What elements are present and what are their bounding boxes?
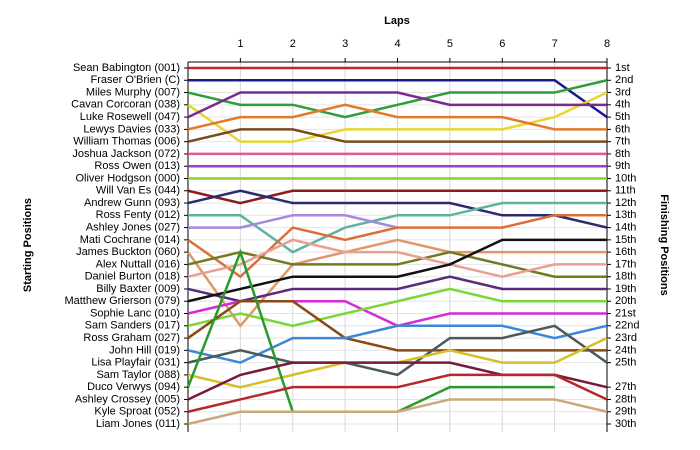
y-tick-label: Ross Fenty (012) (96, 209, 180, 221)
y-tick-label: Ashley Jones (027) (86, 221, 180, 233)
y2-tick-label: 27th (615, 381, 636, 393)
y-tick-label: Fraser O'Brien (C) (91, 74, 181, 86)
y2-tick-label: 24th (615, 344, 636, 356)
y-tick-label: Will Van Es (044) (96, 185, 180, 197)
y-tick-label: Alex Nuttall (016) (96, 258, 180, 270)
x-tick-label: 1 (237, 38, 243, 50)
y2-tick-label: 18th (615, 271, 636, 283)
series-line (187, 238, 607, 303)
series-line (187, 238, 607, 278)
y2-tick-label: 22nd (615, 320, 639, 332)
y2-tick-label: 20th (615, 295, 636, 307)
y2-tick-label: 3rd (615, 86, 631, 98)
y-tick-label: James Buckton (060) (76, 246, 180, 258)
x-tick-label: 6 (499, 38, 505, 50)
x-tick-label: 4 (394, 38, 400, 50)
series-line (187, 128, 607, 143)
y2-tick-label: 12th (615, 197, 636, 209)
y-tick-label: Luke Rosewell (047) (80, 111, 180, 123)
y-tick-label: Oliver Hodgson (000) (75, 172, 180, 184)
y2-tick-label: 15th (615, 234, 636, 246)
y2-tick-label: 19th (615, 283, 636, 295)
y2-tick-label: 16th (615, 246, 636, 258)
y2-tick-label: 4th (615, 99, 630, 111)
series-line (187, 189, 608, 229)
y-tick-label: Sean Babington (001) (73, 62, 180, 74)
y2-tick-label: 28th (615, 393, 636, 405)
y2-axis-title: Finishing Positions (658, 194, 670, 295)
series-line (187, 189, 607, 205)
y-tick-label: Ross Owen (013) (94, 160, 180, 172)
y2-tick-label: 8th (615, 148, 630, 160)
y-tick-label: Lewys Davies (033) (83, 123, 180, 135)
y-tick-label: Sam Taylor (088) (96, 369, 180, 381)
y-tick-label: Daniel Burton (018) (85, 271, 180, 283)
y-tick-label: Liam Jones (011) (96, 418, 180, 430)
y2-tick-label: 13th (615, 209, 636, 221)
y-tick-label: Mati Cochrane (014) (80, 234, 180, 246)
y-tick-label: Miles Murphy (007) (86, 86, 180, 98)
y-tick-label: Billy Baxter (009) (96, 283, 180, 295)
x-axis-title: Laps (384, 15, 410, 27)
series-line (187, 103, 607, 131)
x-tick-label: 8 (604, 38, 610, 50)
y2-tick-label: 11th (615, 185, 636, 197)
y2-tick-label: 10th (615, 172, 636, 184)
y2-tick-label: 29th (615, 406, 636, 418)
series-line (187, 324, 608, 377)
series-line (187, 275, 607, 303)
series-line (188, 214, 398, 229)
x-tick-label: 3 (342, 38, 348, 50)
y-tick-label: John Hill (019) (109, 344, 180, 356)
series-line (187, 299, 607, 352)
y-tick-label: Andrew Gunn (093) (84, 197, 180, 209)
x-tick-label: 7 (552, 38, 558, 50)
y2-tick-label: 1st (615, 62, 630, 74)
y2-tick-label: 9th (615, 160, 630, 172)
x-tick-label: 2 (290, 38, 296, 50)
series-line (187, 214, 607, 279)
y2-tick-label: 23rd (615, 332, 637, 344)
y-axis-title: Starting Positions (22, 198, 34, 292)
y-tick-label: William Thomas (006) (73, 136, 180, 148)
y2-tick-label: 7th (615, 136, 630, 148)
series-line (187, 79, 608, 119)
y2-tick-label: 6th (615, 123, 630, 135)
series-line (187, 373, 608, 413)
y-tick-label: Ashley Crossey (005) (75, 393, 180, 405)
series-line (187, 91, 608, 143)
y-tick-label: Joshua Jackson (072) (72, 148, 180, 160)
y-tick-label: Duco Verwys (094) (87, 381, 180, 393)
series-line (187, 287, 607, 328)
y-tick-label: Matthew Grierson (079) (64, 295, 180, 307)
y2-tick-label: 2nd (615, 74, 633, 86)
y-tick-label: Cavan Corcoran (038) (71, 99, 180, 111)
x-tick-label: 5 (447, 38, 453, 50)
y2-tick-label: 5th (615, 111, 630, 123)
y2-tick-label: 14th (615, 221, 636, 233)
series-line (188, 201, 607, 254)
series-line (187, 91, 607, 119)
series-line (187, 398, 608, 426)
y-tick-label: Sam Sanders (017) (85, 320, 180, 332)
series-line (188, 79, 608, 119)
y2-tick-label: 17th (615, 258, 636, 270)
y2-tick-label: 21st (615, 307, 636, 319)
y-tick-label: Kyle Sproat (052) (94, 406, 180, 418)
y-tick-label: Sophie Lanc (010) (90, 307, 180, 319)
y-tick-label: Ross Graham (027) (83, 332, 180, 344)
y-tick-label: Lisa Playfair (031) (91, 357, 180, 369)
y2-tick-label: 30th (615, 418, 636, 430)
y2-tick-label: 25th (615, 357, 636, 369)
